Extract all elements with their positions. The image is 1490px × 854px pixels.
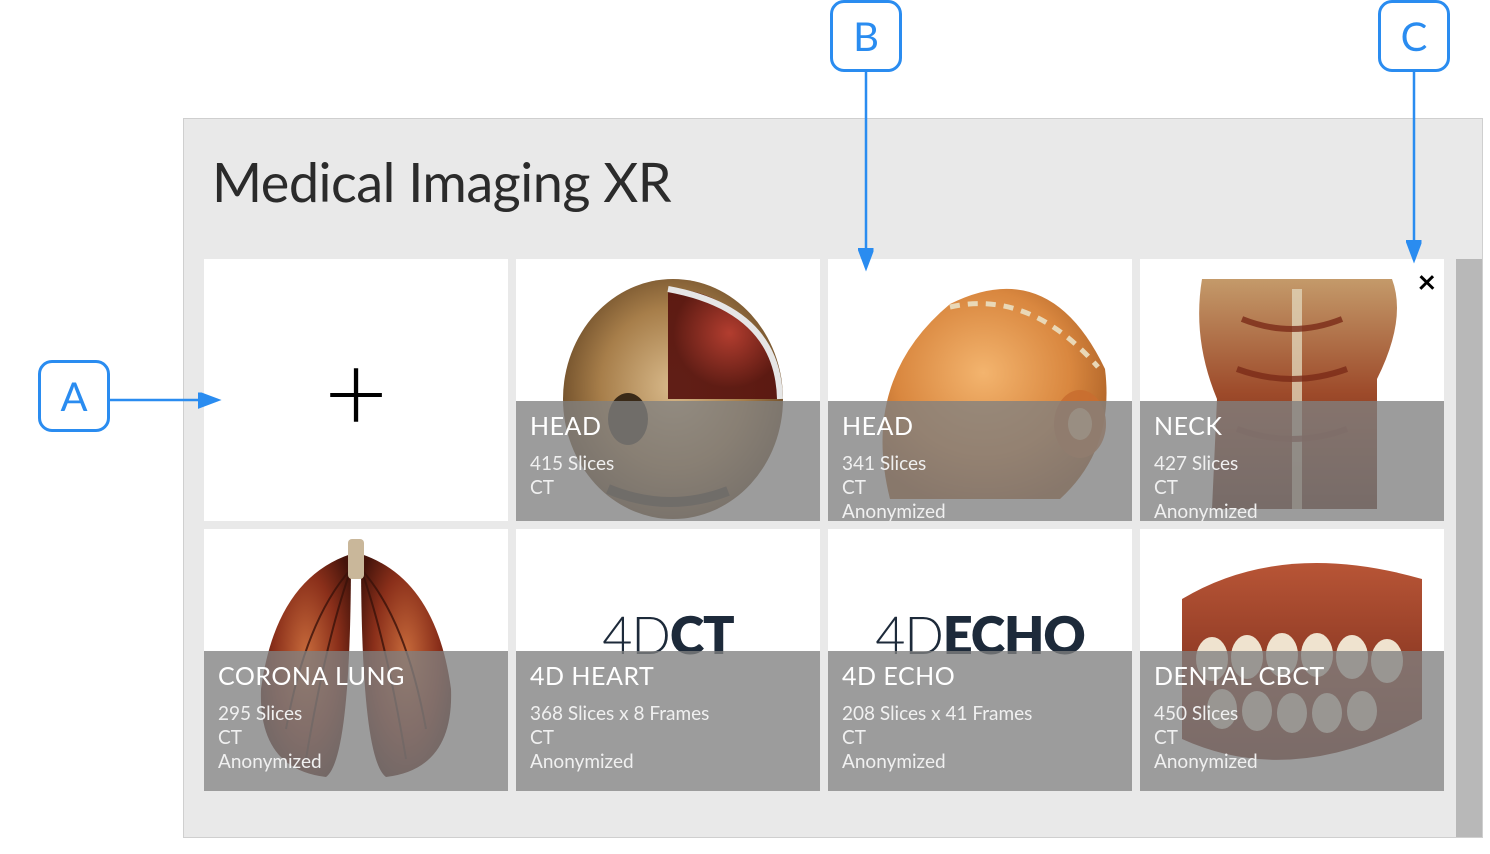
scan-anon: Anonymized xyxy=(842,750,1118,774)
scan-card-4d-heart[interactable]: 4DCT 4D HEART 368 Slices x 8 Frames CT A… xyxy=(516,529,820,791)
scan-slices: 450 Slices xyxy=(1154,702,1430,726)
scan-card-dental-cbct[interactable]: DENTAL CBCT 450 Slices CT Anonymized xyxy=(1140,529,1444,791)
scan-slices: 295 Slices xyxy=(218,702,494,726)
callout-c-arrow xyxy=(1406,72,1426,270)
callout-a-arrow xyxy=(110,392,230,412)
callout-b-arrow xyxy=(858,72,878,277)
scan-modality: CT xyxy=(1154,476,1430,500)
scan-title: CORONA LUNG xyxy=(218,661,494,692)
scan-title: HEAD xyxy=(842,411,1118,442)
scan-anon: Anonymized xyxy=(1154,500,1430,521)
callout-b: B xyxy=(830,0,902,72)
scan-title: DENTAL CBCT xyxy=(1154,661,1430,692)
scan-meta: 4D ECHO 208 Slices x 41 Frames CT Anonym… xyxy=(828,651,1132,791)
callout-c-label: C xyxy=(1401,12,1428,60)
scan-slices: 341 Slices xyxy=(842,452,1118,476)
callout-b-label: B xyxy=(853,12,879,60)
callout-c: C xyxy=(1378,0,1450,72)
scan-anon: Anonymized xyxy=(218,750,494,774)
scan-meta: HEAD 341 Slices CT Anonymized xyxy=(828,401,1132,521)
scan-modality: CT xyxy=(218,726,494,750)
scan-title: 4D ECHO xyxy=(842,661,1118,692)
scan-meta: 4D HEART 368 Slices x 8 Frames CT Anonym… xyxy=(516,651,820,791)
scan-card-neck[interactable]: × NECK 427 Slices xyxy=(1140,259,1444,521)
scan-modality: CT xyxy=(530,726,806,750)
scan-anon: Anonymized xyxy=(1154,750,1430,774)
scan-card-corona-lung[interactable]: CORONA LUNG 295 Slices CT Anonymized xyxy=(204,529,508,791)
app-title: Medical Imaging XR xyxy=(212,149,671,214)
scan-anon: Anonymized xyxy=(842,500,1118,521)
scan-title: NECK xyxy=(1154,411,1430,442)
scan-meta: CORONA LUNG 295 Slices CT Anonymized xyxy=(204,651,508,791)
scan-modality: CT xyxy=(1154,726,1430,750)
scan-meta: HEAD 415 Slices CT xyxy=(516,401,820,521)
scan-modality: CT xyxy=(842,726,1118,750)
callout-a: A xyxy=(38,360,110,432)
app-panel: Medical Imaging XR + xyxy=(183,118,1483,838)
scan-card-4d-echo[interactable]: 4DECHO 4D ECHO 208 Slices x 41 Frames CT… xyxy=(828,529,1132,791)
scan-modality: CT xyxy=(530,476,806,500)
scan-meta: NECK 427 Slices CT Anonymized xyxy=(1140,401,1444,521)
add-card[interactable]: + xyxy=(204,259,508,521)
scan-slices: 368 Slices x 8 Frames xyxy=(530,702,806,726)
scan-slices: 208 Slices x 41 Frames xyxy=(842,702,1118,726)
scan-card-head-2[interactable]: HEAD 341 Slices CT Anonymized xyxy=(828,259,1132,521)
scrollbar[interactable] xyxy=(1456,259,1482,837)
scan-title: HEAD xyxy=(530,411,806,442)
scan-slices: 415 Slices xyxy=(530,452,806,476)
scan-slices: 427 Slices xyxy=(1154,452,1430,476)
scan-card-head-1[interactable]: HEAD 415 Slices CT xyxy=(516,259,820,521)
scan-title: 4D HEART xyxy=(530,661,806,692)
scan-modality: CT xyxy=(842,476,1118,500)
callout-a-label: A xyxy=(60,372,87,420)
card-grid: + xyxy=(204,259,1444,791)
add-icon: + xyxy=(204,259,508,521)
scan-meta: DENTAL CBCT 450 Slices CT Anonymized xyxy=(1140,651,1444,791)
scan-anon: Anonymized xyxy=(530,750,806,774)
